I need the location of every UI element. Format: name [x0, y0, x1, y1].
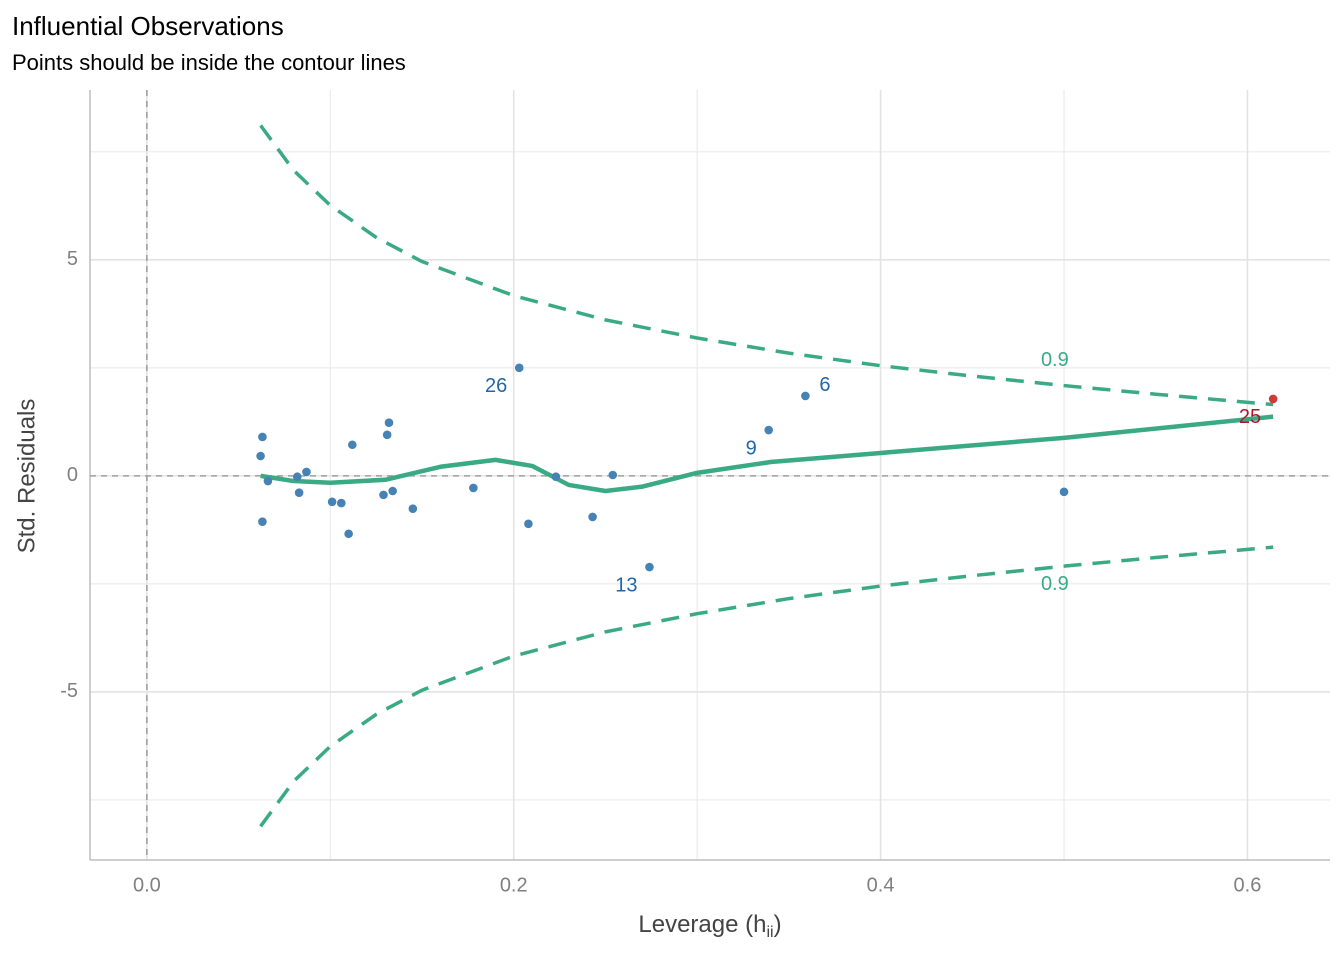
point [388, 486, 397, 496]
y-tick-label: 0 [67, 464, 78, 486]
x-axis-title-sub: ii [766, 924, 773, 941]
point [608, 470, 618, 480]
x-tick-label: 0.2 [500, 874, 528, 896]
point [1059, 487, 1069, 497]
point [302, 467, 311, 477]
x-tick-label: 0.4 [867, 874, 895, 896]
point [344, 529, 353, 539]
plot-area: 0.0 0.2 0.4 0.6 -5 0 5 0.9 0.9 26 13 9 6 25 [60, 90, 1330, 896]
point [258, 517, 267, 526]
point [645, 562, 654, 572]
x-tick-label: 0.6 [1234, 874, 1262, 896]
chart-title: Influential Observations [12, 11, 284, 41]
y-tick-label: -5 [60, 680, 78, 702]
chart-subtitle: Points should be inside the contour line… [12, 50, 406, 75]
point [382, 430, 392, 440]
point [263, 476, 273, 486]
point-label: 26 [485, 375, 507, 397]
x-tick-label: 0.0 [133, 874, 161, 896]
point [294, 488, 304, 498]
contour-line [259, 545, 1274, 828]
point [327, 497, 337, 507]
point [379, 490, 388, 500]
point [258, 432, 267, 442]
y-tick-label: 5 [67, 248, 78, 270]
x-axis-title-end: ) [774, 911, 782, 938]
point [514, 363, 524, 373]
point [256, 451, 265, 461]
point [1268, 394, 1278, 404]
point-label: 13 [615, 574, 637, 596]
point-label: 6 [819, 374, 830, 396]
point [384, 418, 394, 428]
point [408, 504, 418, 514]
contour-line [259, 124, 1274, 407]
point [764, 425, 773, 435]
contour-label: 0.9 [1041, 349, 1069, 371]
point [469, 483, 478, 493]
point [551, 472, 561, 482]
x-axis-title-main: Leverage (h [638, 911, 766, 938]
point [348, 440, 357, 450]
point-label: 9 [746, 437, 757, 459]
point-label: 25 [1239, 406, 1261, 428]
point [337, 498, 346, 508]
point [588, 512, 597, 522]
x-axis-title: Leverage (hii) [638, 911, 781, 941]
smooth-line [260, 414, 1274, 494]
point [524, 519, 533, 529]
y-axis-title: Std. Residuals [13, 399, 40, 554]
contour-label: 0.9 [1041, 573, 1069, 595]
point [292, 472, 302, 482]
point [801, 391, 810, 401]
